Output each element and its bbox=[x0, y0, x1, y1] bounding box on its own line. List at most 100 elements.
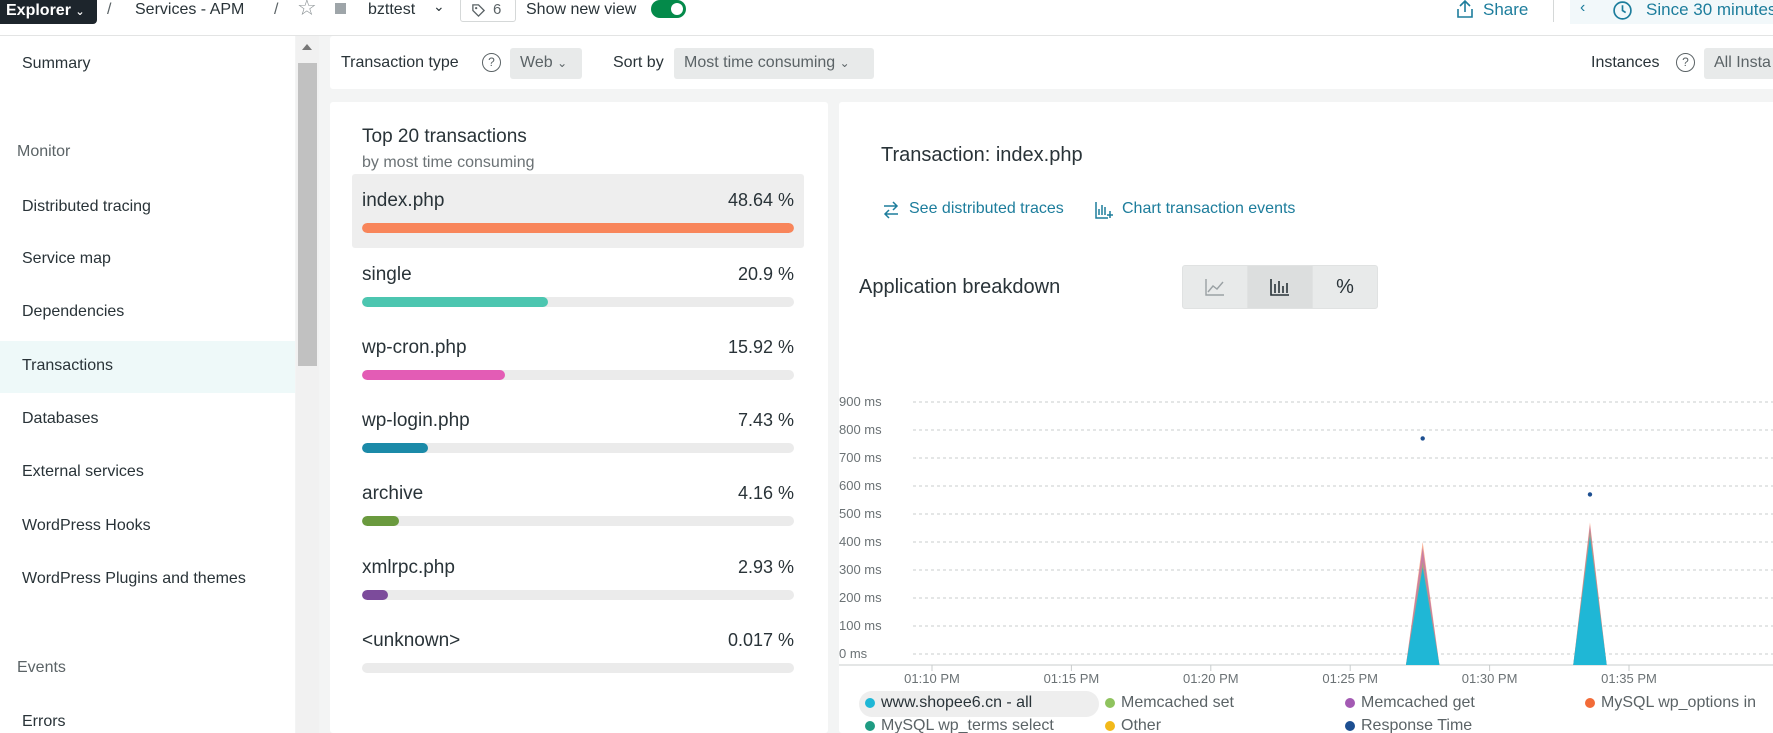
entity-status-icon bbox=[335, 3, 346, 14]
chart-transaction-events-link[interactable]: Chart transaction events bbox=[1122, 200, 1296, 217]
legend-dot bbox=[1345, 721, 1355, 731]
top-transactions-subtitle: by most time consuming bbox=[362, 154, 535, 171]
x-tick-label: 01:20 PM bbox=[1183, 671, 1239, 686]
transaction-bar-fill bbox=[362, 297, 548, 307]
transaction-type-label: Transaction type bbox=[341, 54, 459, 71]
y-tick-label: 0 ms bbox=[839, 646, 868, 661]
entity-name[interactable]: bzttest bbox=[368, 1, 416, 18]
instances-dropdown[interactable]: All Insta bbox=[1704, 48, 1773, 79]
transaction-percent: 0.017 % bbox=[727, 630, 794, 650]
legend-item[interactable]: MySQL wp_terms select bbox=[881, 717, 1054, 733]
transaction-detail-panel: Transaction: index.php See distributed t… bbox=[839, 102, 1773, 733]
sidebar: Summary Monitor Distributed tracing Serv… bbox=[0, 36, 295, 733]
response-time-point bbox=[1587, 492, 1593, 497]
x-tick-label: 01:10 PM bbox=[904, 671, 960, 686]
transaction-row[interactable]: wp-login.php 7.43 % bbox=[352, 394, 804, 468]
instances-label: Instances bbox=[1591, 54, 1660, 71]
transaction-bar-track bbox=[362, 370, 794, 380]
transaction-row[interactable]: <unknown> 0.017 % bbox=[352, 614, 804, 688]
top-transactions-panel: Top 20 transactions by most time consumi… bbox=[330, 102, 828, 733]
scroll-thumb[interactable] bbox=[298, 63, 317, 366]
legend-item[interactable]: MySQL wp_options in bbox=[1601, 694, 1757, 711]
transaction-bar-track bbox=[362, 223, 794, 233]
x-tick-label: 01:30 PM bbox=[1462, 671, 1518, 686]
sidebar-item-external-services[interactable]: External services bbox=[22, 463, 144, 480]
transaction-row[interactable]: index.php 48.64 % bbox=[352, 174, 804, 248]
transaction-name: wp-cron.php bbox=[362, 337, 467, 358]
show-new-view-toggle[interactable] bbox=[651, 0, 686, 18]
transaction-row[interactable]: wp-cron.php 15.92 % bbox=[352, 321, 804, 395]
time-picker[interactable]: ‹ Since 30 minutes bbox=[1570, 0, 1773, 24]
transaction-name: <unknown> bbox=[362, 630, 461, 651]
sidebar-item-service-map[interactable]: Service map bbox=[22, 250, 111, 267]
scroll-up-arrow[interactable] bbox=[302, 44, 312, 50]
chevron-down-icon[interactable]: ⌄ bbox=[433, 0, 445, 14]
transaction-name: archive bbox=[362, 483, 424, 504]
filter-bar: Transaction type ? Web ⌄ Sort by Most ti… bbox=[330, 36, 1773, 89]
area-chart-icon bbox=[1205, 279, 1224, 296]
legend-item[interactable]: Response Time bbox=[1361, 717, 1473, 733]
sidebar-active-highlight bbox=[0, 341, 295, 393]
share-icon bbox=[1457, 0, 1473, 18]
star-icon[interactable]: ☆ bbox=[297, 0, 317, 20]
tags-button[interactable]: 6 bbox=[460, 0, 516, 22]
bar-chart-icon bbox=[1270, 279, 1289, 296]
transaction-row[interactable]: archive 4.16 % bbox=[352, 467, 804, 541]
help-icon[interactable]: ? bbox=[482, 53, 501, 72]
sidebar-item-wordpress-hooks[interactable]: WordPress Hooks bbox=[22, 517, 151, 534]
legend-dot bbox=[1585, 698, 1595, 708]
tag-icon bbox=[472, 4, 486, 18]
y-tick-label: 300 ms bbox=[839, 562, 882, 577]
x-tick-label: 01:15 PM bbox=[1044, 671, 1100, 686]
percent-toggle[interactable]: % bbox=[1312, 265, 1378, 309]
help-icon[interactable]: ? bbox=[1676, 53, 1695, 72]
transaction-bar-fill bbox=[362, 516, 400, 526]
transaction-percent: 7.43 % bbox=[737, 410, 794, 430]
chart-svg: 900 ms 800 ms 700 ms 600 ms 500 ms 400 ms 300 … bbox=[839, 394, 1773, 686]
y-tick-label: 700 ms bbox=[839, 450, 882, 465]
y-tick-label: 500 ms bbox=[839, 506, 882, 521]
sidebar-item-dependencies[interactable]: Dependencies bbox=[22, 303, 125, 320]
sidebar-item-databases[interactable]: Databases bbox=[22, 410, 99, 427]
percent-label: % bbox=[1336, 276, 1354, 298]
instances-value: All Insta bbox=[1714, 54, 1771, 71]
bar-chart-toggle[interactable] bbox=[1247, 265, 1313, 309]
explorer-button[interactable]: Explorer ⌄ bbox=[0, 0, 97, 24]
transaction-row[interactable]: xmlrpc.php 2.93 % bbox=[352, 541, 804, 615]
sidebar-heading-events: Events bbox=[17, 659, 66, 676]
transaction-title: Transaction: index.php bbox=[881, 144, 1083, 166]
y-tick-label: 400 ms bbox=[839, 534, 882, 549]
sidebar-scrollbar[interactable] bbox=[296, 36, 319, 733]
see-distributed-traces-link[interactable]: See distributed traces bbox=[909, 200, 1064, 217]
sidebar-item-summary[interactable]: Summary bbox=[22, 55, 91, 72]
chevron-left-icon[interactable]: ‹ bbox=[1580, 0, 1586, 16]
sort-by-label: Sort by bbox=[613, 54, 664, 71]
sidebar-item-wordpress-plugins-and-themes[interactable]: WordPress Plugins and themes bbox=[22, 570, 246, 587]
divider bbox=[1553, 0, 1554, 22]
legend-item[interactable]: Other bbox=[1121, 717, 1162, 733]
application-breakdown-title: Application breakdown bbox=[859, 276, 1061, 298]
chart-events-icon bbox=[1095, 202, 1113, 219]
y-tick-label: 900 ms bbox=[839, 394, 882, 409]
transaction-bar-track bbox=[362, 590, 794, 600]
legend-item[interactable]: Memcached get bbox=[1361, 694, 1475, 711]
sidebar-item-distributed-tracing[interactable]: Distributed tracing bbox=[22, 198, 151, 215]
top-transactions-title: Top 20 transactions bbox=[362, 126, 527, 147]
transaction-row[interactable]: single 20.9 % bbox=[352, 248, 804, 322]
transaction-bar-fill bbox=[362, 590, 388, 600]
chevron-down-icon: ⌄ bbox=[557, 56, 568, 70]
sort-by-dropdown[interactable]: Most time consuming ⌄ bbox=[674, 48, 874, 79]
area-peak bbox=[1405, 567, 1440, 665]
legend-item[interactable]: www.shopee6.cn - all bbox=[881, 694, 1033, 711]
sidebar-item-transactions[interactable]: Transactions bbox=[22, 357, 113, 374]
top-bar: Explorer ⌄ / Services - APM / ☆ bzttest … bbox=[0, 0, 1773, 36]
y-tick-label: 800 ms bbox=[839, 422, 882, 437]
breadcrumb-services-apm[interactable]: Services - APM bbox=[135, 1, 245, 18]
sidebar-item-errors[interactable]: Errors bbox=[22, 713, 66, 730]
transaction-type-dropdown[interactable]: Web ⌄ bbox=[510, 48, 582, 79]
area-chart-toggle[interactable] bbox=[1182, 265, 1248, 309]
legend-item[interactable]: Memcached set bbox=[1121, 694, 1234, 711]
sort-by-value: Most time consuming bbox=[684, 54, 836, 71]
transaction-percent: 4.16 % bbox=[737, 483, 794, 503]
chevron-down-icon: ⌄ bbox=[75, 6, 85, 18]
